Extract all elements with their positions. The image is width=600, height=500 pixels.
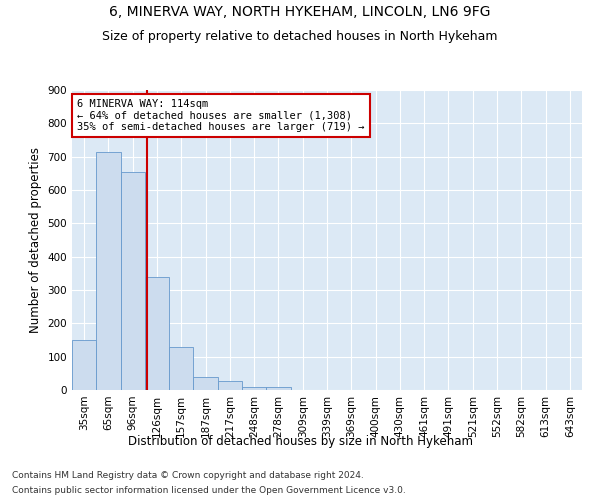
Bar [218, 380, 242, 390]
Bar [121, 172, 145, 390]
Bar [145, 276, 169, 390]
Bar [242, 386, 266, 390]
Bar [96, 152, 121, 390]
Bar [169, 346, 193, 390]
Text: Size of property relative to detached houses in North Hykeham: Size of property relative to detached ho… [102, 30, 498, 43]
Bar [266, 388, 290, 390]
Text: Contains HM Land Registry data © Crown copyright and database right 2024.: Contains HM Land Registry data © Crown c… [12, 471, 364, 480]
Text: 6, MINERVA WAY, NORTH HYKEHAM, LINCOLN, LN6 9FG: 6, MINERVA WAY, NORTH HYKEHAM, LINCOLN, … [109, 5, 491, 19]
Text: Distribution of detached houses by size in North Hykeham: Distribution of detached houses by size … [128, 435, 473, 448]
Bar [72, 340, 96, 390]
Bar [193, 378, 218, 390]
Text: Contains public sector information licensed under the Open Government Licence v3: Contains public sector information licen… [12, 486, 406, 495]
Text: 6 MINERVA WAY: 114sqm
← 64% of detached houses are smaller (1,308)
35% of semi-d: 6 MINERVA WAY: 114sqm ← 64% of detached … [77, 99, 365, 132]
Y-axis label: Number of detached properties: Number of detached properties [29, 147, 42, 333]
